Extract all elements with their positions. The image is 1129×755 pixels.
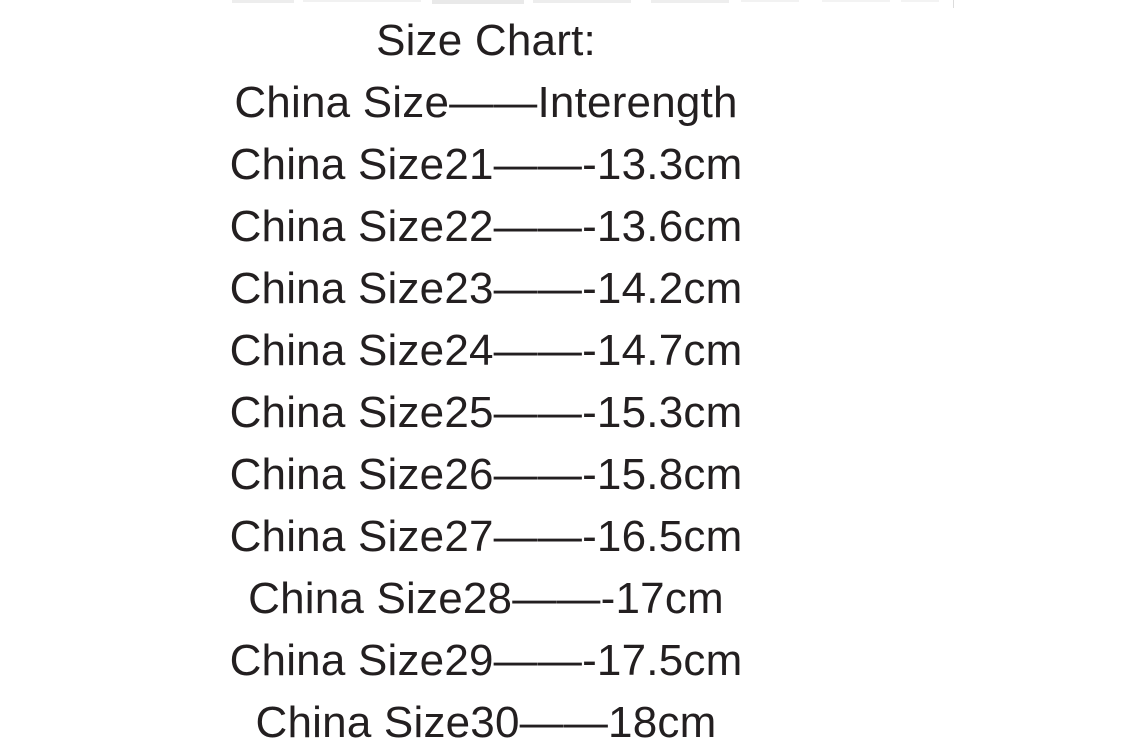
size-chart-row: China Size22——-13.6cm bbox=[229, 202, 743, 251]
size-chart-row: China Size26——-15.8cm bbox=[229, 450, 743, 499]
size-chart-title: Size Chart: bbox=[376, 16, 596, 65]
size-chart-row: China Size24——-14.7cm bbox=[229, 326, 743, 375]
size-chart-row: China Size27——-16.5cm bbox=[229, 512, 743, 561]
size-chart-row: China Size21——-13.3cm bbox=[229, 140, 743, 189]
size-chart-header: China Size——Interength bbox=[234, 78, 738, 127]
size-chart-row: China Size25——-15.3cm bbox=[229, 388, 743, 437]
size-chart: Size Chart: China Size——Interength China… bbox=[229, 16, 743, 747]
size-chart-row: China Size29——-17.5cm bbox=[229, 636, 743, 685]
size-chart-row: China Size28——-17cm bbox=[248, 574, 724, 623]
size-chart-row: China Size30——18cm bbox=[255, 698, 717, 747]
cropped-text-remnant bbox=[0, 0, 1129, 8]
size-chart-row: China Size23——-14.2cm bbox=[229, 264, 743, 313]
